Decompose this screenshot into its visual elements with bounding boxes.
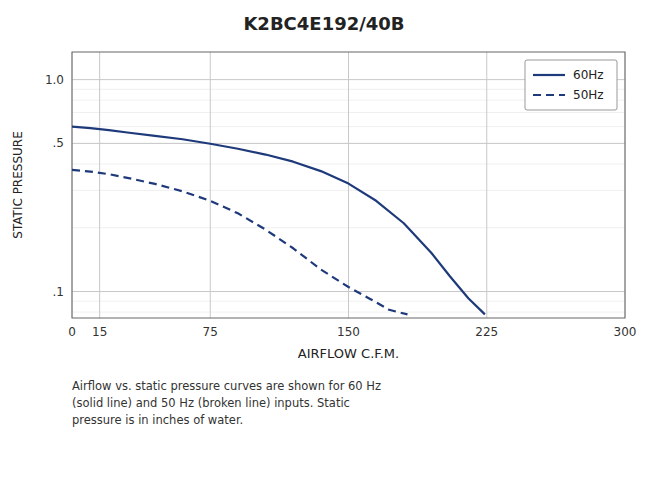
- x-tick-label: 15: [92, 325, 107, 339]
- y-tick-label: 1.0: [45, 73, 64, 87]
- grid-line: [99, 52, 100, 318]
- y-tick-label: .1: [53, 285, 64, 299]
- legend-swatch: [533, 74, 565, 76]
- caption: Airflow vs. static pressure curves are s…: [72, 379, 381, 427]
- legend-box: [525, 60, 617, 110]
- grid-line: [210, 52, 211, 318]
- y-axis-label: STATIC PRESSURE: [11, 131, 25, 238]
- series-lines: [72, 127, 485, 315]
- series-line: [72, 170, 407, 315]
- x-tick-label: 300: [614, 325, 637, 339]
- legend-swatch: [533, 94, 565, 96]
- caption-line: pressure is in inches of water.: [72, 413, 243, 427]
- x-axis-label: AIRFLOW C.F.M.: [298, 346, 399, 361]
- x-tick-label: 0: [68, 325, 76, 339]
- legend-label: 60Hz: [573, 68, 604, 82]
- series-line: [72, 127, 485, 315]
- caption-line: Airflow vs. static pressure curves are s…: [72, 379, 381, 393]
- tick-labels: .1 .5 1.0 0 15 75 150 225 300: [45, 73, 637, 339]
- title: K2BC4E192/40B: [243, 13, 404, 34]
- plot-frame: [72, 52, 625, 318]
- legend: 60Hz 50Hz: [525, 60, 617, 110]
- legend-label: 50Hz: [573, 88, 604, 102]
- plot-background: [72, 52, 625, 318]
- grid-line: [486, 52, 487, 318]
- x-tick-label: 75: [203, 325, 218, 339]
- x-tick-label: 150: [337, 325, 360, 339]
- x-tick-label: 225: [475, 325, 498, 339]
- caption-line: (solid line) and 50 Hz (broken line) inp…: [72, 396, 350, 410]
- y-tick-label: .5: [53, 136, 64, 150]
- grid: [72, 52, 625, 318]
- chart: .1 .5 1.0 0 15 75 150 225 300 60Hz 50Hz K2BC4E192/4…: [0, 0, 648, 497]
